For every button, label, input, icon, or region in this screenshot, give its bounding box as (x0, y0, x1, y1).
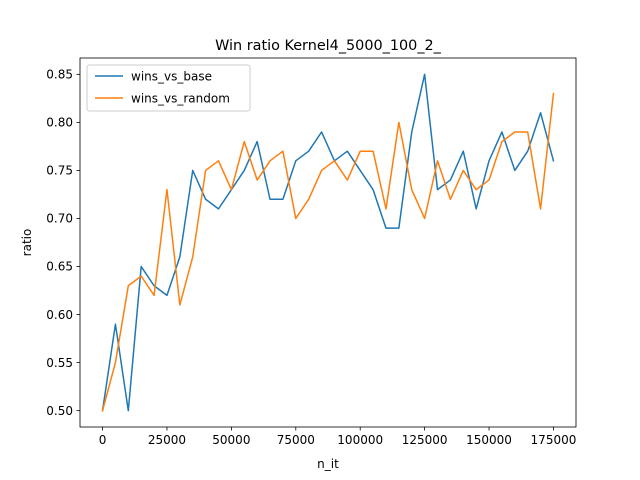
x-tick-label: 75000 (277, 433, 315, 447)
x-tick-label: 50000 (212, 433, 250, 447)
y-tick-label: 0.65 (46, 260, 73, 274)
legend-label-wins-vs-base: wins_vs_base (131, 69, 212, 83)
series-line-wins-vs-base (101, 73, 555, 412)
x-axis: 0 25000 50000 75000 100000 125000 150000 175000 (99, 427, 577, 447)
x-tick-label: 0 (99, 433, 107, 447)
x-tick-label: 125000 (402, 433, 448, 447)
y-tick-label: 0.80 (46, 116, 73, 130)
y-tick-label: 0.75 (46, 164, 73, 178)
y-tick-label: 0.55 (46, 356, 73, 370)
y-tick-label: 0.50 (46, 404, 73, 418)
y-axis-label: ratio (20, 229, 34, 257)
x-tick-label: 175000 (531, 433, 577, 447)
y-tick-label: 0.60 (46, 308, 73, 322)
legend: wins_vs_base wins_vs_random (86, 64, 251, 112)
legend-label-wins-vs-random: wins_vs_random (131, 91, 230, 105)
chart-title: Win ratio Kernel4_5000_100_2_ (215, 38, 442, 54)
series-line-wins-vs-random (101, 92, 555, 412)
plot-frame (79, 57, 577, 428)
legend-box (86, 64, 251, 112)
x-tick-label: 150000 (466, 433, 512, 447)
y-axis: 0.50 0.55 0.60 0.65 0.70 0.75 0.80 0.85 (46, 68, 80, 418)
y-tick-label: 0.70 (46, 212, 73, 226)
series-layer (101, 73, 555, 412)
x-axis-label: n_it (317, 457, 339, 471)
x-tick-label: 25000 (148, 433, 186, 447)
y-tick-label: 0.85 (46, 68, 73, 82)
x-tick-label: 100000 (337, 433, 383, 447)
